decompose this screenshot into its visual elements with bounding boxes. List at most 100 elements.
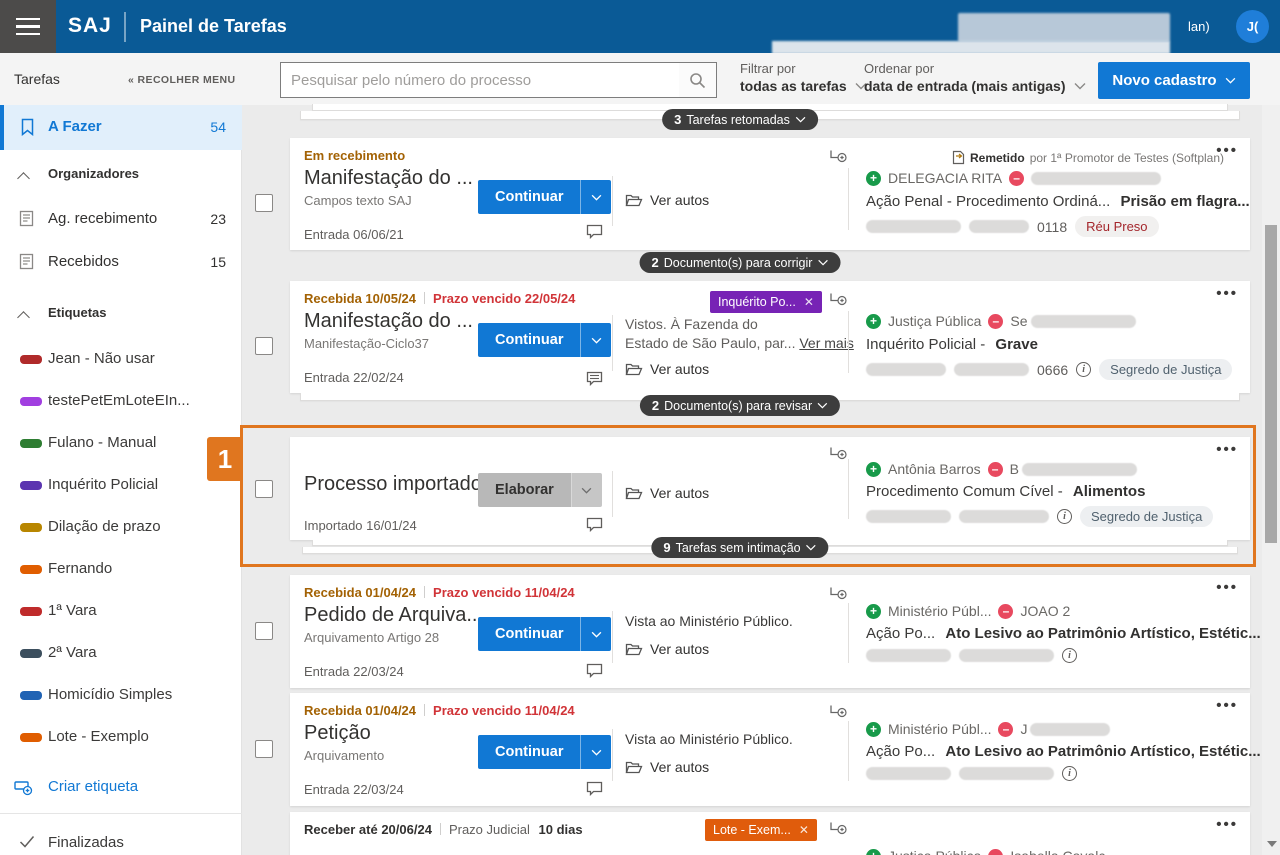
- sidebar-label-jean[interactable]: Jean - Não usar: [0, 345, 242, 375]
- organizers-section-header[interactable]: Organizadores: [0, 162, 242, 188]
- search-input[interactable]: [281, 63, 679, 97]
- elaborar-dropdown-button[interactable]: [570, 473, 602, 507]
- new-register-button[interactable]: Novo cadastro: [1098, 62, 1250, 99]
- redacted-text: [866, 363, 946, 376]
- card-divider: [848, 168, 849, 230]
- card-divider: [612, 729, 613, 781]
- redacted-text: [1030, 314, 1136, 328]
- continue-button[interactable]: Continuar: [478, 735, 581, 769]
- filter-dropdown[interactable]: todas as tarefas: [740, 78, 867, 94]
- labels-section-header[interactable]: Etiquetas: [0, 301, 242, 327]
- sidebar-item-a-fazer[interactable]: A Fazer 54: [0, 105, 242, 150]
- add-tag-icon[interactable]: [830, 703, 848, 723]
- tag-lote-exemplo[interactable]: Lote - Exem... ✕: [705, 819, 817, 841]
- folder-open-icon: [625, 487, 643, 500]
- task-card-highlighted[interactable]: Processo importado Importado 16/01/24 El…: [290, 437, 1250, 540]
- task-card[interactable]: Receber até 20/06/24 Prazo Judicial 10 di…: [290, 812, 1250, 855]
- comment-icon[interactable]: [586, 781, 603, 801]
- comment-icon[interactable]: [586, 224, 603, 244]
- sidebar-label-1vara[interactable]: 1ª Vara: [0, 597, 242, 627]
- sidebar-item-finalizadas[interactable]: Finalizadas: [0, 827, 242, 855]
- ver-autos-button[interactable]: Ver autos: [625, 192, 709, 208]
- task-checkbox[interactable]: [255, 740, 273, 758]
- chevron-down-icon: [591, 194, 602, 201]
- add-tag-icon[interactable]: [830, 148, 848, 168]
- task-checkbox[interactable]: [255, 480, 273, 498]
- scrollbar-thumb[interactable]: [1265, 225, 1277, 543]
- comment-icon[interactable]: [586, 663, 603, 683]
- chevron-down-icon: [817, 402, 828, 409]
- more-options-button[interactable]: •••: [1216, 142, 1238, 159]
- info-icon[interactable]: i: [1057, 509, 1072, 524]
- ver-autos-button[interactable]: Ver autos: [625, 485, 709, 501]
- sidebar-label-2vara[interactable]: 2ª Vara: [0, 639, 242, 669]
- comment-with-text-icon[interactable]: [586, 371, 603, 391]
- ver-autos-button[interactable]: Ver autos: [625, 361, 709, 377]
- hamburger-menu-icon[interactable]: [0, 0, 56, 53]
- sidebar-label-testepet[interactable]: testePetEmLoteEIn...: [0, 387, 242, 417]
- add-tag-icon[interactable]: [830, 291, 848, 311]
- group-pill-tarefas-retomadas[interactable]: 3 Tarefas retomadas: [662, 109, 818, 130]
- task-card[interactable]: Em recebimento Manifestação do ... Campo…: [290, 138, 1250, 250]
- sidebar-label-fernando[interactable]: Fernando: [0, 555, 242, 585]
- tag-inquerito-policial[interactable]: Inquérito Po... ✕: [710, 291, 822, 313]
- remove-tag-icon[interactable]: ✕: [798, 823, 809, 837]
- info-icon[interactable]: i: [1062, 766, 1077, 781]
- sort-dropdown[interactable]: data de entrada (mais antigas): [864, 78, 1086, 94]
- search-button[interactable]: [679, 62, 717, 98]
- more-options-button[interactable]: •••: [1216, 441, 1238, 458]
- ver-mais-link[interactable]: Ver mais: [799, 335, 854, 351]
- sidebar-label-homicidio[interactable]: Homicídio Simples: [0, 681, 242, 711]
- add-tag-icon[interactable]: [830, 820, 848, 840]
- task-checkbox[interactable]: [255, 194, 273, 212]
- task-checkbox[interactable]: [255, 337, 273, 355]
- ver-autos-button[interactable]: Ver autos: [625, 641, 709, 657]
- label-color-swatch: [20, 607, 42, 616]
- process-parties: + Justiça Pública – Se: [866, 313, 1136, 329]
- collapse-menu-button[interactable]: « RECOLHER MENU: [128, 74, 236, 86]
- create-label-button[interactable]: Criar etiqueta: [0, 773, 242, 803]
- task-checkbox[interactable]: [255, 622, 273, 640]
- more-options-button[interactable]: •••: [1216, 579, 1238, 596]
- passive-party-icon: –: [998, 603, 1014, 619]
- avatar[interactable]: J(: [1236, 10, 1269, 43]
- sidebar-item-ag-recebimento[interactable]: Ag. recebimento 23: [0, 203, 242, 235]
- sidebar: A Fazer 54 Organizadores Ag. recebimento…: [0, 105, 242, 855]
- continue-dropdown-button[interactable]: [580, 180, 612, 214]
- task-card[interactable]: Recebida 10/05/24 Prazo vencido 22/05/24 …: [290, 281, 1250, 393]
- redacted-text: [866, 220, 961, 233]
- scrollbar-down-arrow[interactable]: [1267, 841, 1277, 847]
- elaborar-button[interactable]: Elaborar: [478, 473, 571, 507]
- info-icon[interactable]: i: [1076, 362, 1092, 377]
- info-icon[interactable]: i: [1062, 648, 1077, 663]
- process-class: Inquérito Policial - Grave: [866, 336, 1038, 353]
- segredo-justica-badge: Segredo de Justiça: [1080, 506, 1214, 527]
- sidebar-label-inquerito[interactable]: Inquérito Policial: [0, 471, 242, 501]
- task-card[interactable]: Recebida 01/04/24 Prazo vencido 11/04/24 …: [290, 575, 1261, 688]
- group-pill-tarefas-sem-intimacao[interactable]: 9 Tarefas sem intimação: [651, 537, 829, 558]
- sidebar-label-lote[interactable]: Lote - Exemplo: [0, 723, 242, 753]
- continue-dropdown-button[interactable]: [580, 617, 612, 651]
- more-options-button[interactable]: •••: [1216, 697, 1238, 714]
- add-tag-icon[interactable]: [830, 445, 848, 465]
- continue-button[interactable]: Continuar: [478, 617, 581, 651]
- sidebar-label-fulano[interactable]: Fulano - Manual: [0, 429, 242, 459]
- group-pill-documentos-revisar[interactable]: 2 Documento(s) para revisar: [639, 395, 841, 416]
- process-parties: + Ministério Públ... – J: [866, 721, 1111, 737]
- ver-autos-button[interactable]: Ver autos: [625, 759, 709, 775]
- task-card[interactable]: Recebida 01/04/24 Prazo vencido 11/04/24 …: [290, 693, 1261, 806]
- passive-party-icon: –: [998, 721, 1014, 737]
- continue-button[interactable]: Continuar: [478, 180, 581, 214]
- add-tag-icon[interactable]: [830, 585, 848, 605]
- group-pill-documentos-corrigir[interactable]: 2 Documento(s) para corrigir: [639, 252, 841, 273]
- remove-tag-icon[interactable]: ✕: [803, 295, 814, 309]
- more-options-button[interactable]: •••: [1216, 285, 1238, 302]
- label-color-swatch: [20, 397, 42, 406]
- continue-dropdown-button[interactable]: [580, 323, 612, 357]
- more-options-button[interactable]: •••: [1216, 816, 1238, 833]
- sidebar-item-recebidos[interactable]: Recebidos 15: [0, 246, 242, 278]
- continue-button[interactable]: Continuar: [478, 323, 581, 357]
- continue-dropdown-button[interactable]: [580, 735, 612, 769]
- sidebar-label-dilacao[interactable]: Dilação de prazo: [0, 513, 242, 543]
- comment-icon[interactable]: [586, 517, 603, 537]
